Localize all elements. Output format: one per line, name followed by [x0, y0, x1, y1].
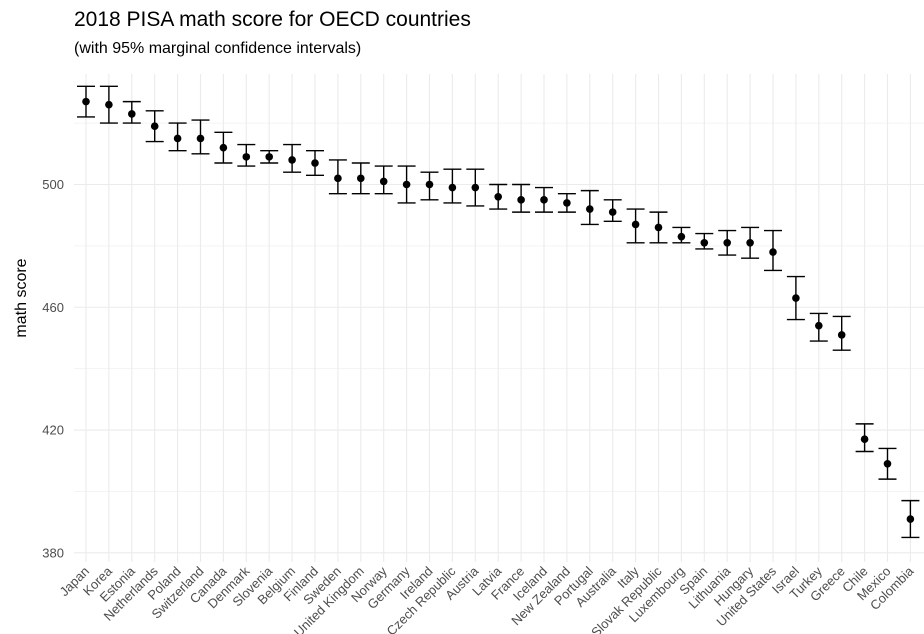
data-point: [586, 205, 594, 213]
data-point: [654, 223, 663, 232]
data-point: [723, 239, 731, 247]
chart-subtitle: (with 95% marginal confidence intervals): [74, 40, 362, 57]
data-point: [517, 196, 525, 204]
data-point: [357, 174, 365, 183]
data-point: [265, 153, 274, 161]
data-point: [540, 196, 548, 204]
data-point: [815, 321, 823, 330]
data-point: [769, 248, 777, 256]
data-point: [196, 134, 205, 143]
x-axis-ticks: JapanKoreaEstoniaNetherlandsPolandSwitze…: [56, 563, 917, 634]
data-point: [860, 435, 869, 444]
data-point: [288, 156, 296, 164]
data-point: [677, 232, 686, 241]
data-point: [334, 174, 342, 183]
data-point: [471, 183, 480, 192]
y-tick-label: 420: [42, 423, 64, 438]
y-tick-label: 380: [42, 545, 64, 560]
data-point: [700, 239, 709, 247]
data-point: [105, 100, 113, 109]
data-point: [448, 183, 457, 192]
y-tick-label: 460: [42, 300, 64, 315]
data-point: [494, 192, 503, 201]
data-point: [150, 122, 159, 130]
data-point: [402, 180, 411, 189]
data-point: [906, 515, 915, 523]
data-point: [242, 153, 251, 161]
data-point: [837, 331, 846, 339]
y-axis-ticks: 380 420 460 500: [42, 177, 64, 560]
y-tick-label: 500: [42, 177, 64, 192]
data-point: [82, 97, 90, 106]
data-point: [746, 239, 754, 247]
point-layer: [82, 97, 915, 523]
grid-layer: [74, 74, 924, 562]
data-point: [792, 294, 800, 302]
data-point: [128, 110, 136, 118]
y-axis-label: math score: [13, 258, 30, 337]
data-point: [425, 180, 434, 189]
data-point: [173, 134, 182, 143]
data-point: [883, 459, 892, 468]
data-point: [311, 159, 319, 167]
data-point: [608, 208, 617, 216]
data-point: [379, 177, 388, 186]
data-point: [563, 199, 571, 207]
data-point: [219, 143, 228, 152]
chart-title: 2018 PISA math score for OECD countries: [74, 8, 471, 31]
data-point: [631, 220, 640, 229]
